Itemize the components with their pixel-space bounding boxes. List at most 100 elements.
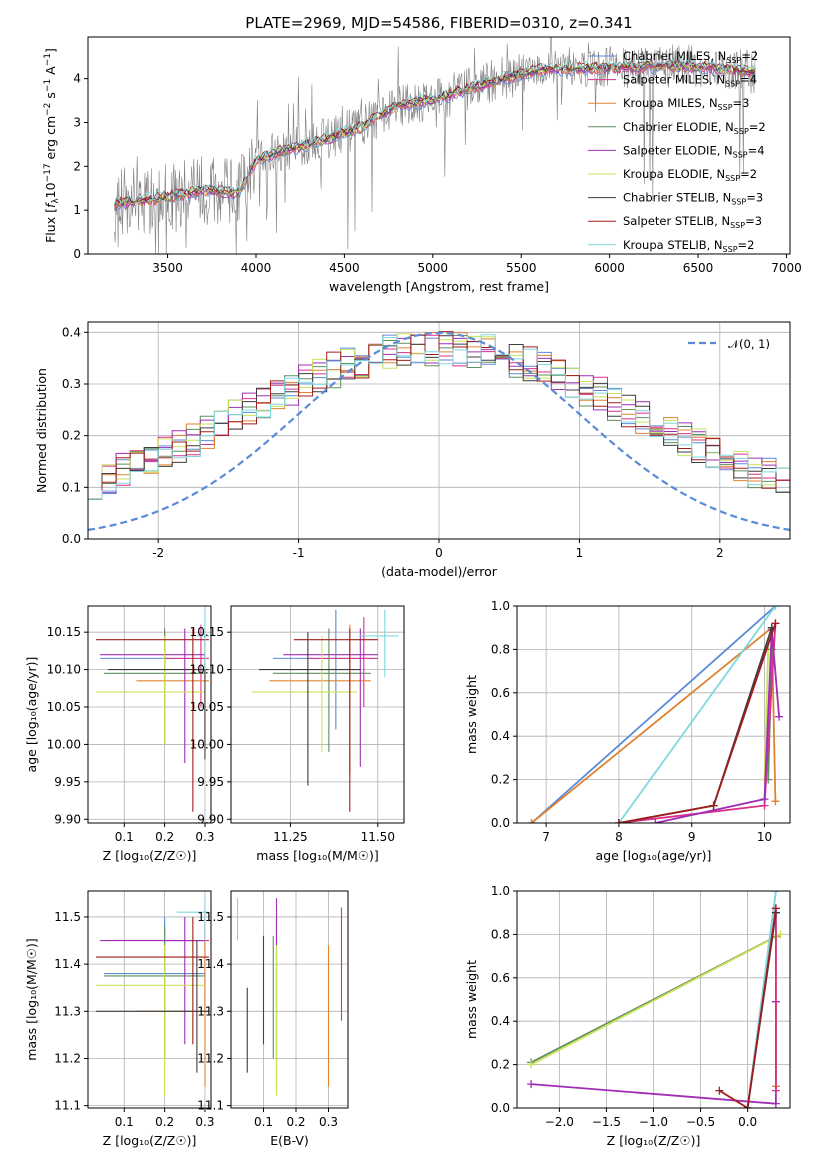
legend-entry: Salpeter MILES, NSSP=4 (623, 73, 757, 89)
y-tick-label: 0.2 (491, 773, 510, 787)
weight-line-salpeter-elodie (655, 629, 780, 823)
x-tick-label: 11.25 (273, 830, 307, 844)
x-tick-label: 0.0 (738, 1115, 757, 1129)
y-tick-label: 0.3 (62, 377, 81, 391)
weight-point (771, 606, 780, 610)
legend-entry: Salpeter ELODIE, NSSP=4 (623, 143, 765, 159)
y-tick-label: 10.00 (47, 737, 81, 751)
weight-vs-Z-panel: −2.0 −1.5 −1.0 −0.5 0.0 0.0 0.2 0.4 0.6 0.8 1.0 Z [… (464, 884, 791, 1148)
weight-point (651, 819, 660, 823)
x-tick-label: 0.2 (155, 830, 174, 844)
x-tick-label: 0.1 (115, 1115, 134, 1129)
y-tick-label: 9.90 (197, 812, 224, 826)
legend-entry: Salpeter STELIB, NSSP=3 (623, 214, 762, 230)
x-tick-label: 0.1 (254, 1115, 273, 1129)
x-tick-label: -1 (293, 546, 305, 560)
y-tick-label: 0.0 (491, 816, 510, 830)
weight-point (527, 819, 536, 823)
x-tick-label: 0.2 (155, 1115, 174, 1129)
age-vs-Z-panel: 0.1 0.2 0.3 9.90 9.95 10.00 10.05 10.10 10.15 Z [… (24, 605, 214, 863)
x-tick-label: 0 (435, 546, 443, 560)
weight-point (527, 1080, 536, 1089)
model-line-chabrier-elodie (114, 62, 756, 209)
x-tick-label: 5000 (418, 261, 449, 275)
plot-area (96, 898, 209, 1097)
x-tick-label: 6500 (683, 261, 714, 275)
y-axis-label: mass weight (464, 675, 479, 754)
x-axis-label: Z [log₁₀(Z/Z☉)] (103, 848, 197, 863)
x-tick-label: −1.5 (592, 1115, 621, 1129)
plot-area (236, 898, 343, 1097)
plot-area (114, 37, 757, 254)
y-tick-label: 11.5 (197, 910, 224, 924)
x-axis-label: E(B-V) (270, 1133, 309, 1148)
x-tick-label: −1.0 (639, 1115, 668, 1129)
y-tick-label: 10.10 (47, 663, 81, 677)
mass-vs-Z-panel: 0.1 0.2 0.3 11.1 11.2 11.3 11.4 11.5 Z [log₁₀(Z/… (24, 890, 214, 1148)
x-axis-label: Z [log₁₀(Z/Z☉)] (103, 1133, 197, 1148)
x-tick-label: 8 (615, 830, 623, 844)
plot-area (96, 609, 209, 812)
y-tick-label: 11.4 (54, 957, 81, 971)
x-tick-label: 0.2 (286, 1115, 305, 1129)
model-line-kroupa-stelib (114, 57, 756, 205)
model-line-kroupa-elodie (114, 61, 756, 207)
y-axis-label: age [log₁₀(age/yr)] (24, 657, 39, 773)
y-axis-label: mass [log₁₀(M/M☉)] (24, 938, 39, 1060)
y-tick-label: 10.00 (190, 737, 224, 751)
age-vs-mass-panel: 11.25 11.50 9.90 9.95 10.00 10.05 10.10 10.15 ma… (190, 605, 405, 863)
weight-point (715, 1086, 724, 1095)
weight-vs-age-panel: 7 8 9 10 0.0 0.2 0.4 0.6 0.8 1.0 age [log₁₀(age/yr… (464, 599, 791, 863)
y-tick-label: 3 (73, 115, 81, 129)
x-tick-label: 3500 (152, 261, 183, 275)
y-tick-label: 11.3 (54, 1004, 81, 1018)
y-tick-label: 0.1 (62, 480, 81, 494)
weight-point (771, 797, 780, 806)
y-tick-label: 0.0 (491, 1101, 510, 1115)
weight-point (771, 891, 780, 895)
legend-entry: 𝒩(0, 1) (728, 337, 770, 351)
spectrum-legend: Chabrier MILES, NSSP=2 Salpeter MILES, NS… (588, 49, 766, 254)
y-tick-label: 11.2 (54, 1051, 81, 1065)
x-tick-label: 10 (757, 830, 772, 844)
plot-area (251, 609, 399, 812)
weight-point (771, 1086, 780, 1095)
x-tick-label: 11.50 (361, 830, 395, 844)
weight-line-chabrier-miles (531, 606, 776, 823)
weight-point (760, 795, 769, 804)
y-tick-label: 11.1 (54, 1099, 81, 1113)
y-tick-label: 0 (73, 247, 81, 261)
y-tick-label: 11.3 (197, 1004, 224, 1018)
x-tick-label: 1 (576, 546, 584, 560)
x-tick-label: 4000 (241, 261, 272, 275)
weight-point (743, 1104, 752, 1108)
legend-entry: Kroupa MILES, NSSP=3 (623, 96, 749, 112)
y-tick-label: 0.8 (491, 642, 510, 656)
y-tick-label: 10.05 (47, 700, 81, 714)
x-tick-label: 2 (716, 546, 724, 560)
plot-area (88, 331, 790, 539)
x-tick-label: 0.3 (319, 1115, 338, 1129)
x-axis-label: age [log₁₀(age/yr)] (596, 848, 712, 863)
weight-point (776, 930, 785, 939)
y-axis-label: Flux [fλ10−17 erg cm−2 s−1 A−1] (43, 48, 61, 243)
legend-entry: Chabrier STELIB, NSSP=3 (623, 191, 763, 207)
y-tick-label: 0.0 (62, 532, 81, 546)
y-tick-label: 0.2 (491, 1058, 510, 1072)
plot-area (527, 606, 784, 823)
normal-curve (88, 331, 790, 531)
histogram-kroupa-stelib (88, 334, 790, 539)
axes-frame (230, 605, 405, 824)
legend-entry: Kroupa STELIB, NSSP=2 (623, 238, 754, 254)
y-tick-label: 4 (73, 72, 81, 86)
x-tick-label: 7 (542, 830, 550, 844)
plot-area (527, 891, 785, 1108)
figure-title: PLATE=2969, MJD=54586, FIBERID=0310, z=0… (245, 14, 632, 32)
x-axis-label: Z [log₁₀(Z/Z☉)] (607, 1133, 701, 1148)
y-axis-label: Normed distribution (34, 368, 49, 493)
y-axis-label: mass weight (464, 960, 479, 1039)
legend-entry: Kroupa ELODIE, NSSP=2 (623, 167, 757, 183)
x-tick-label: 4500 (329, 261, 360, 275)
model-line-chabrier-stelib (114, 59, 756, 206)
